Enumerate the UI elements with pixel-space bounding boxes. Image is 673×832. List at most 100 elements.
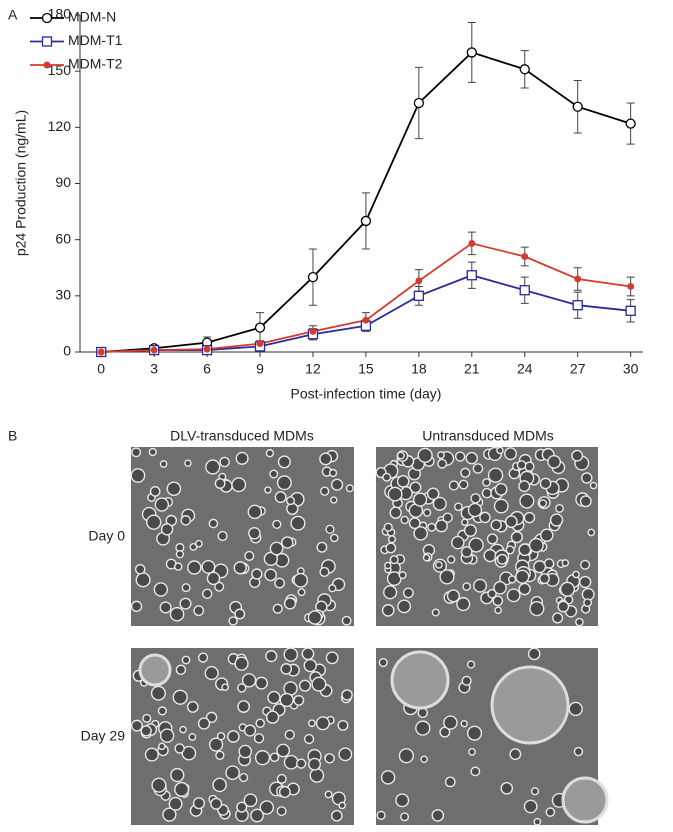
cell — [518, 480, 531, 493]
cell — [523, 511, 536, 524]
cell — [466, 660, 476, 669]
cell — [426, 487, 440, 501]
cell — [186, 701, 199, 713]
cell — [303, 658, 317, 673]
cell — [215, 750, 225, 760]
panel-label: A — [8, 7, 18, 23]
cell — [255, 676, 269, 690]
marker — [256, 340, 264, 348]
cell — [545, 807, 556, 817]
cell — [385, 542, 397, 554]
cell — [301, 647, 315, 661]
cell — [157, 706, 167, 716]
column-title: Untransduced MDMs — [422, 428, 554, 444]
cell — [239, 772, 249, 783]
cell — [338, 801, 346, 810]
cell — [383, 522, 393, 532]
cell — [378, 657, 388, 668]
cell — [487, 467, 504, 483]
cell — [210, 797, 223, 810]
cell — [274, 491, 287, 504]
cell — [470, 766, 481, 777]
marker — [466, 270, 477, 281]
cell — [338, 747, 353, 762]
cell — [519, 493, 535, 509]
marker — [627, 283, 635, 290]
cell — [264, 568, 277, 582]
cell — [151, 777, 167, 793]
marker — [203, 345, 211, 353]
marker — [413, 290, 425, 301]
marker — [413, 97, 425, 109]
cell — [527, 647, 541, 661]
cell — [131, 447, 142, 458]
cell — [293, 572, 309, 588]
cell — [434, 519, 448, 533]
cell — [573, 746, 584, 757]
cell — [398, 571, 407, 580]
cell — [341, 689, 353, 701]
legend-label: MDM-N — [68, 9, 116, 25]
cell — [274, 577, 286, 589]
cell — [402, 587, 414, 599]
cell — [549, 513, 564, 527]
cell — [330, 496, 338, 504]
cell — [234, 608, 246, 620]
marker — [150, 346, 158, 354]
marker — [625, 305, 636, 316]
y-tick-label: 60 — [55, 230, 71, 246]
x-tick-label: 3 — [150, 361, 158, 377]
cell — [538, 499, 548, 508]
cell — [395, 793, 410, 808]
cell — [159, 460, 168, 468]
cell — [253, 733, 265, 744]
cell — [283, 647, 299, 662]
cell — [487, 588, 497, 599]
cell — [461, 675, 472, 686]
cell — [572, 570, 580, 579]
cell — [286, 502, 299, 515]
cell — [515, 569, 530, 584]
cell — [400, 515, 409, 525]
cell — [376, 810, 386, 820]
cell — [580, 559, 591, 570]
cell — [468, 748, 476, 756]
cell — [523, 799, 538, 814]
cell — [162, 807, 177, 822]
cell — [504, 515, 518, 529]
cell — [276, 475, 292, 491]
legend-marker — [43, 61, 51, 69]
marker — [307, 271, 319, 283]
cell — [443, 715, 458, 730]
cell — [296, 758, 307, 769]
cell — [524, 461, 535, 472]
cell — [158, 742, 166, 751]
cell — [192, 797, 206, 810]
cell — [444, 776, 456, 788]
cell — [148, 447, 157, 457]
cell — [387, 535, 397, 544]
cell — [205, 459, 221, 475]
cell — [197, 652, 209, 663]
cell — [320, 486, 330, 496]
cell — [187, 560, 202, 575]
cell — [481, 487, 493, 499]
cell — [283, 597, 297, 610]
cell — [286, 496, 296, 506]
legend-label: MDM-T2 — [68, 56, 123, 72]
x-tick-label: 18 — [411, 361, 427, 377]
cell — [237, 683, 247, 693]
micrographs — [130, 446, 609, 826]
cell — [181, 745, 197, 761]
cell — [516, 460, 527, 470]
cell — [150, 685, 166, 701]
cell — [383, 585, 398, 600]
cell — [134, 563, 146, 575]
y-tick-label: 30 — [55, 287, 71, 303]
cell — [247, 504, 263, 520]
cell — [149, 486, 161, 497]
x-tick-label: 27 — [570, 361, 586, 377]
x-tick-label: 15 — [358, 361, 374, 377]
cell — [250, 808, 264, 823]
cell — [538, 573, 550, 585]
